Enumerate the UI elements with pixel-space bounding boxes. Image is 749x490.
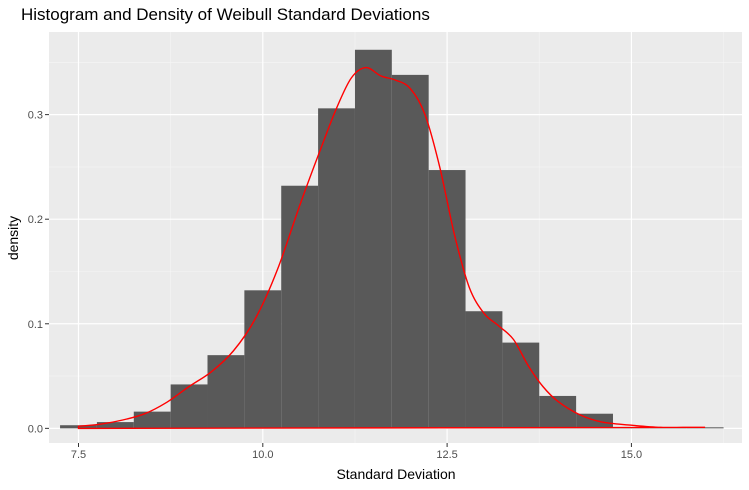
- histogram-bar-9: [354, 49, 392, 429]
- histogram-bar-6: [244, 290, 282, 429]
- y-tick-label: 0.3: [28, 110, 43, 122]
- x-axis-title: Standard Deviation: [336, 466, 455, 482]
- chart-title: Histogram and Density of Weibull Standar…: [21, 5, 430, 24]
- density-curve: [77, 66, 706, 430]
- x-tick-label: 10.0: [252, 449, 273, 461]
- histogram-bar-8: [318, 108, 355, 429]
- x-tick-label: 12.5: [436, 449, 457, 461]
- y-tick-label: 0.1: [28, 319, 43, 331]
- y-tick-label: 0.2: [28, 214, 43, 226]
- histogram-bar-3: [133, 411, 171, 429]
- histogram-bar-10: [391, 74, 429, 429]
- histogram-bar-5: [207, 355, 245, 429]
- histogram-bar-18: [686, 427, 724, 429]
- histogram-bar-13: [502, 342, 540, 429]
- histogram-bar-12: [465, 311, 503, 429]
- x-tick-label: 7.5: [71, 449, 86, 461]
- histogram-bar-4: [170, 384, 208, 429]
- histogram-bar-7: [281, 185, 319, 429]
- y-tick-label: 0.0: [28, 423, 43, 435]
- histogram-bar-11: [428, 170, 466, 429]
- y-axis-title: density: [5, 216, 21, 260]
- x-tick-label: 15.0: [621, 449, 642, 461]
- histogram-bar-2: [96, 422, 134, 429]
